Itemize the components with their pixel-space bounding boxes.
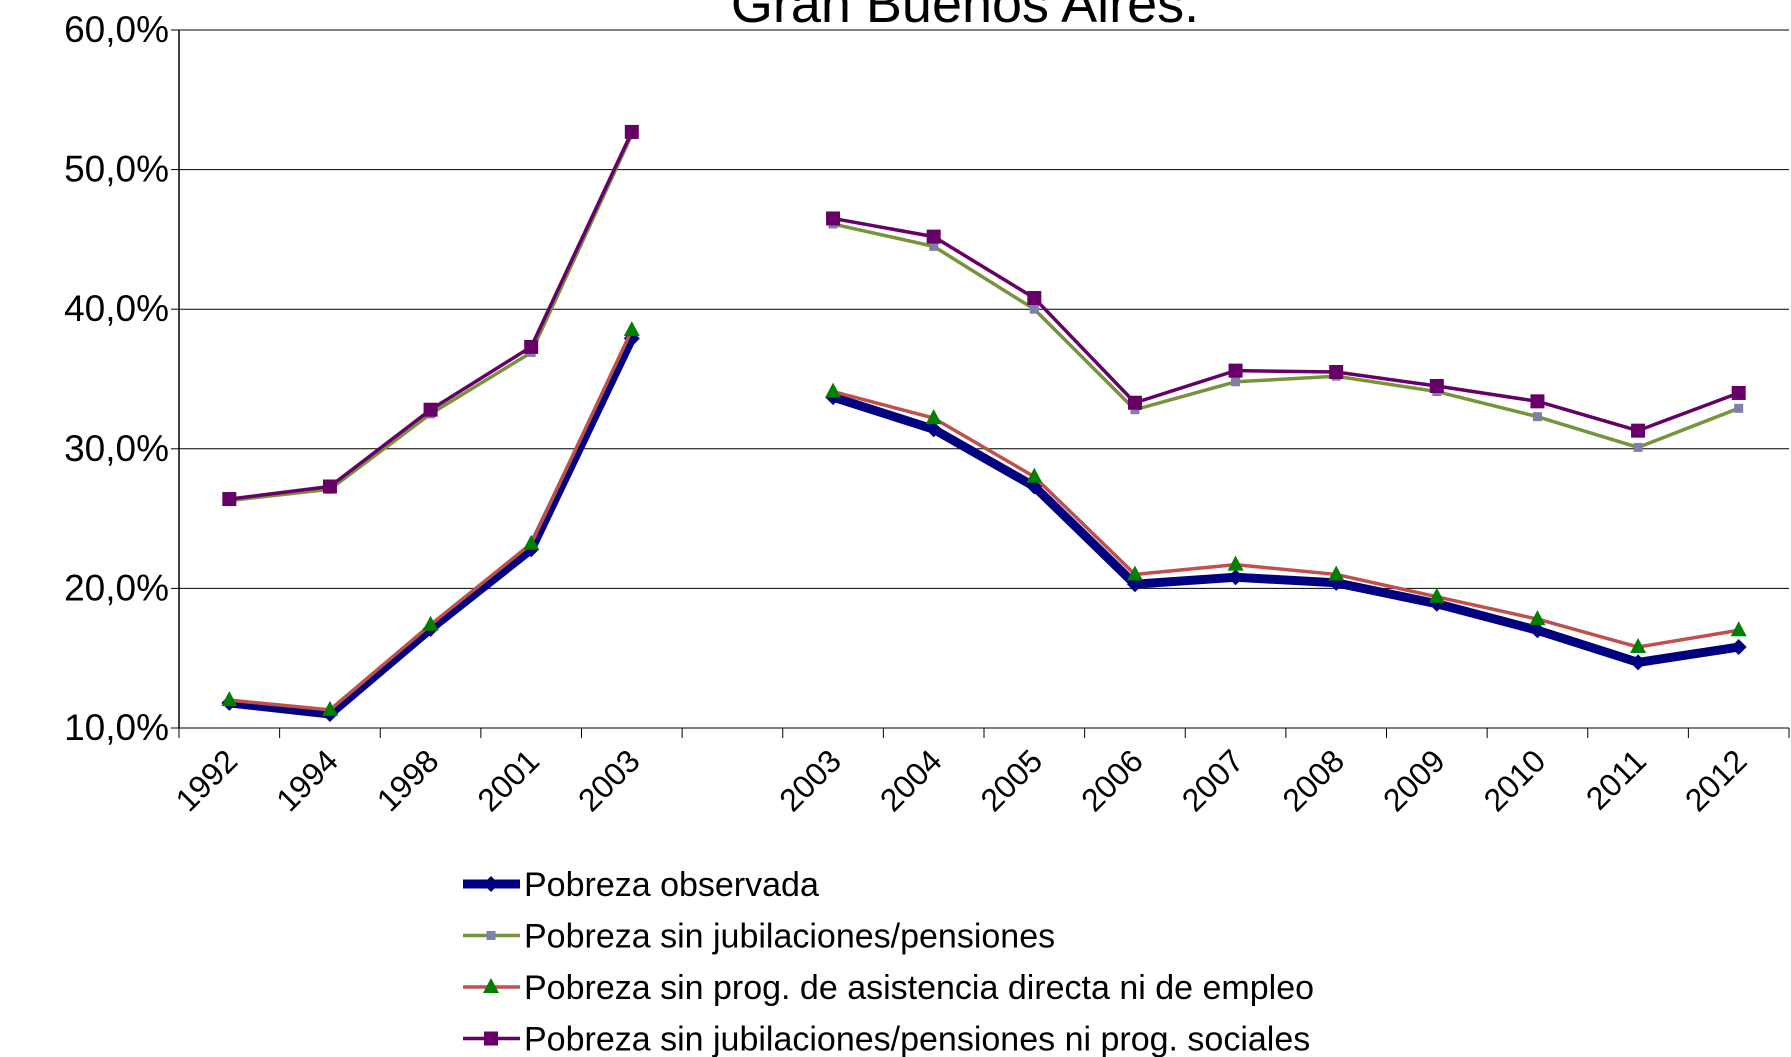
marker	[1633, 442, 1643, 452]
x-tick-label: 2009	[1376, 742, 1452, 818]
marker	[1329, 365, 1344, 380]
marker	[1228, 363, 1243, 378]
marker	[524, 339, 539, 354]
marker	[1227, 569, 1244, 586]
marker	[1630, 654, 1647, 671]
legend-marker	[483, 876, 499, 892]
marker	[926, 229, 941, 244]
legend-label: Pobreza observada	[524, 866, 819, 904]
marker	[1532, 412, 1542, 422]
series	[221, 321, 1747, 716]
marker	[623, 321, 640, 337]
y-tick-label: 30,0%	[64, 428, 169, 469]
marker	[1530, 394, 1545, 409]
marker	[1529, 610, 1546, 626]
series-line	[229, 329, 1739, 712]
marker	[825, 382, 842, 398]
marker	[624, 124, 639, 139]
marker	[925, 409, 942, 425]
series	[222, 124, 1746, 507]
marker	[1126, 565, 1143, 581]
x-tick-label: 2003	[772, 742, 848, 818]
marker	[1026, 467, 1043, 483]
marker	[1730, 639, 1747, 656]
x-tick-label: 1994	[269, 742, 345, 818]
legend-marker	[486, 931, 496, 940]
x-tick-label: 2010	[1477, 742, 1553, 818]
marker	[1734, 403, 1744, 413]
marker	[1730, 621, 1747, 637]
marker	[1127, 395, 1142, 410]
x-tick-label: 1998	[370, 742, 446, 818]
marker	[1029, 304, 1039, 314]
marker	[1231, 377, 1241, 387]
y-tick-label: 40,0%	[64, 288, 169, 329]
x-tick-label: 2012	[1678, 742, 1754, 818]
marker	[422, 615, 439, 631]
legend-label: Pobreza sin prog. de asistencia directa …	[524, 969, 1314, 1007]
marker	[826, 211, 841, 226]
series	[221, 330, 1747, 723]
y-tick-label: 20,0%	[64, 567, 169, 608]
marker	[1027, 291, 1042, 306]
marker	[929, 241, 939, 251]
marker	[1630, 638, 1647, 654]
marker	[1429, 378, 1444, 393]
marker	[1529, 622, 1546, 639]
marker	[321, 700, 338, 716]
marker	[322, 479, 337, 494]
x-tick-label: 2005	[973, 742, 1049, 818]
x-tick-label: 2008	[1275, 742, 1351, 818]
marker	[1227, 555, 1244, 571]
marker	[1731, 385, 1746, 400]
marker	[925, 421, 942, 438]
x-tick-label: 2011	[1579, 742, 1653, 816]
marker	[523, 534, 540, 550]
y-tick-label: 50,0%	[64, 149, 169, 190]
series-line	[229, 131, 1740, 501]
marker	[1328, 565, 1345, 581]
x-tick-label: 1992	[168, 742, 244, 818]
x-tick-label: 2001	[470, 742, 546, 818]
marker	[423, 402, 438, 417]
marker	[222, 492, 237, 507]
x-tick-label: 2004	[873, 742, 949, 818]
y-tick-label: 10,0%	[64, 707, 169, 748]
y-tick-label: 60,0%	[64, 9, 169, 50]
chart-title: Gran Buenos Aires.	[731, 0, 1199, 34]
marker	[221, 691, 238, 707]
x-tick-label: 2006	[1074, 742, 1150, 818]
marker	[1428, 587, 1445, 603]
x-tick-label: 2003	[571, 742, 647, 818]
marker	[1631, 423, 1646, 438]
legend-marker	[484, 1031, 498, 1046]
legend-label: Pobreza sin jubilaciones/pensiones	[524, 918, 1055, 956]
x-tick-label: 2007	[1175, 742, 1251, 818]
legend-marker	[483, 978, 499, 993]
legend-label: Pobreza sin jubilaciones/pensiones ni pr…	[524, 1021, 1310, 1057]
